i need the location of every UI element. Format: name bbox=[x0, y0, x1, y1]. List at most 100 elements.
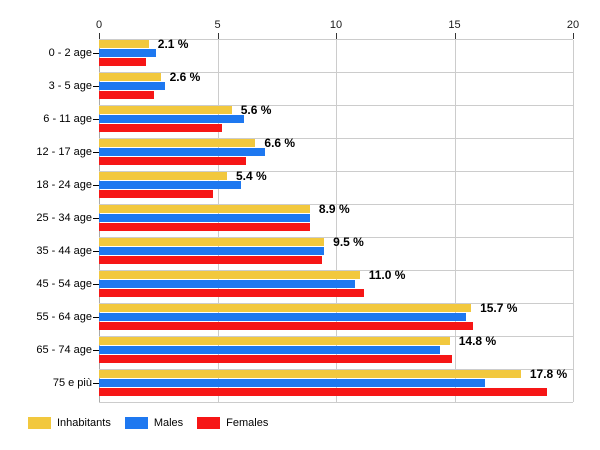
grid-line bbox=[454, 40, 456, 402]
bar-males bbox=[99, 181, 242, 189]
bar-inhabitants bbox=[99, 205, 310, 213]
x-tick-label: 15 bbox=[448, 19, 461, 31]
legend-label-inhabitants: Inhabitants bbox=[57, 417, 111, 429]
category-label: 55 - 64 age bbox=[36, 311, 92, 323]
bar-males bbox=[99, 82, 166, 90]
category-label: 25 - 34 age bbox=[36, 212, 92, 224]
bar-females bbox=[99, 256, 322, 264]
data-label: 8.9 % bbox=[318, 202, 350, 216]
category-tick-mark bbox=[93, 284, 99, 285]
bar-inhabitants bbox=[99, 238, 325, 246]
chart-row: 14.8 % bbox=[99, 334, 573, 370]
chart-row: 8.9 % bbox=[99, 202, 573, 238]
chart-row: 2.1 % bbox=[99, 37, 573, 73]
data-label: 2.6 % bbox=[169, 70, 201, 84]
chart-row: 17.8 % bbox=[99, 367, 573, 403]
bar-males bbox=[99, 214, 310, 222]
bar-inhabitants bbox=[99, 106, 232, 114]
legend-item-inhabitants: Inhabitants bbox=[28, 417, 111, 429]
bar-males bbox=[99, 280, 355, 288]
bar-males bbox=[99, 49, 156, 57]
data-label: 5.6 % bbox=[240, 103, 272, 117]
bar-females bbox=[99, 157, 246, 165]
bar-inhabitants bbox=[99, 304, 472, 312]
data-label: 11.0 % bbox=[368, 268, 406, 282]
chart-row: 6.6 % bbox=[99, 136, 573, 172]
legend-swatch-females-icon bbox=[197, 417, 221, 429]
bar-females bbox=[99, 322, 474, 330]
data-label: 17.8 % bbox=[529, 367, 568, 381]
x-tick-mark bbox=[573, 33, 574, 39]
category-label: 18 - 24 age bbox=[36, 179, 92, 191]
plot-area: 2.1 % 2.6 % 5.6 % 6.6 % 5.4 % 8.9 % 9.5 % 11.0 … bbox=[99, 37, 574, 403]
bar-females bbox=[99, 58, 147, 66]
bar-inhabitants bbox=[99, 271, 360, 279]
category-label: 35 - 44 age bbox=[36, 245, 92, 257]
bar-females bbox=[99, 355, 453, 363]
category-label: 6 - 11 age bbox=[43, 113, 92, 125]
bar-females bbox=[99, 124, 223, 132]
chart-row: 9.5 % bbox=[99, 235, 573, 271]
bar-females bbox=[99, 91, 154, 99]
category-tick-mark bbox=[93, 152, 99, 153]
category-tick-mark bbox=[93, 383, 99, 384]
bar-females bbox=[99, 388, 547, 396]
category-tick-mark bbox=[93, 86, 99, 87]
category-tick-mark bbox=[93, 53, 99, 54]
data-label: 5.4 % bbox=[235, 169, 267, 183]
category-tick-mark bbox=[93, 350, 99, 351]
data-label: 15.7 % bbox=[480, 301, 518, 315]
category-tick-mark bbox=[93, 119, 99, 120]
chart-row: 5.6 % bbox=[99, 103, 573, 139]
data-label: 14.8 % bbox=[458, 334, 497, 348]
legend-label-males: Males bbox=[153, 417, 184, 429]
legend-swatch-males-icon bbox=[124, 417, 148, 429]
legend: Inhabitants Males Females bbox=[28, 417, 282, 429]
category-label: 12 - 17 age bbox=[36, 146, 92, 158]
bar-inhabitants bbox=[99, 73, 161, 81]
category-label: 75 e più bbox=[52, 377, 92, 389]
bar-inhabitants bbox=[99, 40, 149, 48]
category-label: 0 - 2 age bbox=[48, 47, 92, 59]
chart-row: 2.6 % bbox=[99, 70, 573, 106]
bar-females bbox=[99, 190, 213, 198]
bar-females bbox=[99, 289, 365, 297]
category-tick-mark bbox=[93, 317, 99, 318]
bar-males bbox=[99, 148, 265, 156]
x-tick-mark bbox=[217, 33, 219, 39]
category-label: 65 - 74 age bbox=[36, 344, 92, 356]
bar-inhabitants bbox=[99, 172, 227, 180]
bar-females bbox=[99, 223, 310, 231]
legend-item-males: Males bbox=[124, 417, 184, 429]
category-label: 3 - 5 age bbox=[48, 80, 92, 92]
chart-row: 5.4 % bbox=[99, 169, 573, 205]
data-label: 9.5 % bbox=[333, 235, 364, 249]
category-label: 45 - 54 age bbox=[36, 278, 92, 290]
bar-inhabitants bbox=[99, 337, 450, 345]
bar-males bbox=[99, 115, 244, 123]
legend-swatch-inhabitants-icon bbox=[28, 417, 51, 429]
bar-males bbox=[99, 247, 325, 255]
grid-line bbox=[573, 40, 574, 402]
bar-inhabitants bbox=[99, 139, 256, 147]
category-tick-mark bbox=[93, 251, 99, 252]
x-tick-mark bbox=[99, 33, 100, 39]
chart-row: 15.7 % bbox=[99, 301, 573, 337]
bar-inhabitants bbox=[99, 370, 521, 378]
category-tick-mark bbox=[93, 185, 99, 186]
bar-males bbox=[99, 346, 441, 354]
legend-item-females: Females bbox=[197, 417, 268, 429]
bar-males bbox=[99, 379, 486, 387]
x-tick-label: 5 bbox=[214, 19, 221, 31]
data-label: 6.6 % bbox=[264, 136, 296, 150]
bar-males bbox=[99, 313, 467, 321]
x-tick-label: 20 bbox=[566, 19, 580, 31]
chart-row: 11.0 % bbox=[99, 268, 573, 304]
data-label: 2.1 % bbox=[157, 37, 189, 51]
x-tick-mark bbox=[336, 33, 337, 39]
x-tick-mark bbox=[454, 33, 456, 39]
category-tick-mark bbox=[93, 218, 99, 219]
x-tick-label: 10 bbox=[329, 19, 343, 31]
grid-line bbox=[336, 40, 337, 402]
